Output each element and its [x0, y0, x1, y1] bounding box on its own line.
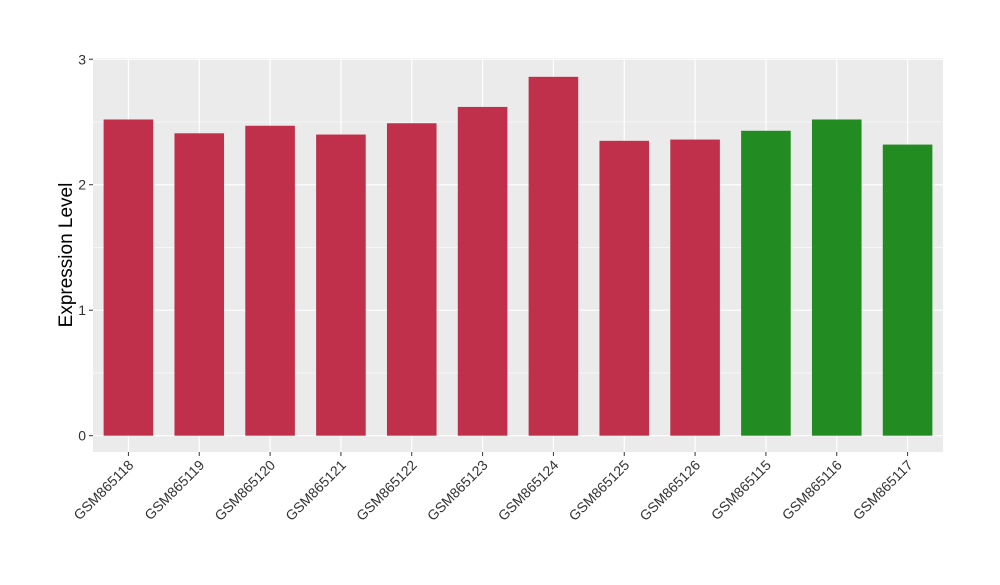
- y-tick-label: 3: [78, 51, 86, 67]
- bar-GSM865126: [670, 139, 720, 436]
- x-tick-label: GSM865120: [211, 457, 278, 524]
- y-tick-label: 0: [78, 428, 86, 444]
- bar-GSM865125: [599, 140, 650, 436]
- y-axis: 0 1 2 3: [78, 51, 93, 444]
- x-tick-label: GSM865117: [850, 457, 916, 523]
- minor-gridlines: [93, 121, 943, 374]
- bars: [103, 76, 933, 436]
- bar-GSM865118: [103, 119, 154, 436]
- bar-GSM865117: [882, 144, 933, 436]
- bar-GSM865116: [811, 119, 862, 436]
- bar-GSM865115: [741, 130, 791, 436]
- bar-GSM865119: [174, 133, 225, 436]
- x-tick-label: GSM865126: [636, 457, 703, 524]
- y-axis-title: Expression Level: [56, 183, 77, 328]
- bar-GSM865123: [457, 106, 508, 436]
- bar-GSM865120: [245, 125, 295, 436]
- bar-GSM865122: [386, 123, 437, 436]
- x-tick-label: GSM865125: [565, 457, 632, 524]
- x-tick-label: GSM865124: [495, 457, 562, 524]
- x-tick-label: GSM865116: [779, 457, 845, 523]
- y-tick-label: 1: [78, 302, 86, 318]
- x-tick-label: GSM865121: [282, 457, 349, 524]
- plot-panel: [93, 58, 943, 452]
- x-tick-label: GSM865118: [70, 457, 136, 523]
- x-tick-label: GSM865122: [353, 457, 420, 524]
- bar-GSM865121: [316, 134, 366, 436]
- x-tick-label: GSM865119: [141, 457, 207, 523]
- x-axis: GSM865118 GSM865119 GSM865120 GSM865121 GSM8…: [70, 452, 916, 524]
- x-tick-label: GSM865123: [424, 457, 491, 524]
- bar-GSM865124: [528, 76, 579, 436]
- y-tick-label: 2: [78, 177, 86, 193]
- x-tick-label: GSM865115: [708, 457, 774, 523]
